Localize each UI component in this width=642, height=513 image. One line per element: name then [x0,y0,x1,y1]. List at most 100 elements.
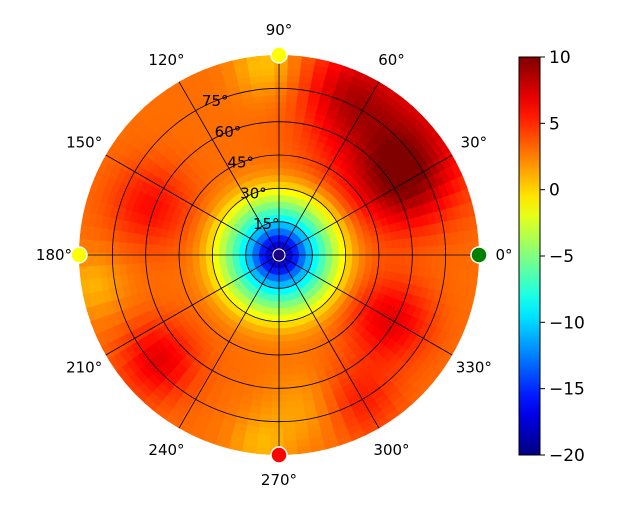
heatmap-cell [258,258,267,263]
heatmap-cell [284,248,293,253]
heatmap-cell [310,263,319,270]
heatmap-cell [309,237,318,244]
heatmap-cell [264,238,271,246]
heatmap-cell [289,242,297,249]
heatmap-cell [240,237,249,244]
heatmap-cell [263,239,271,246]
heatmap-cell [267,265,273,274]
heatmap-cell [325,254,334,260]
heatmap-cell [269,259,275,267]
heatmap-cell [281,260,286,269]
heatmap-cell [328,233,338,241]
heatmap-cell [259,246,267,251]
colorbar-tick-label: −10 [549,313,585,333]
heatmap-cell [293,283,300,292]
heatmap-cell [295,219,303,228]
heatmap-cell [270,267,276,275]
heatmap-cell [298,247,307,252]
heatmap-cell [238,251,246,256]
heatmap-cell [297,220,305,229]
heatmap-cell [283,74,300,83]
heatmap-cell [304,274,313,282]
heatmap-cell [262,263,270,270]
heatmap-cell [285,280,290,289]
heatmap-cell [303,240,312,247]
heatmap-cell [178,246,186,257]
heatmap-cell [266,229,272,238]
heatmap-cell [285,221,290,230]
heatmap-cell [258,234,266,242]
theta-tick-label: 270° [261,471,297,489]
heatmap-cell [280,241,284,249]
heatmap-cell [470,266,479,286]
theta-tick-label: 30° [461,134,488,152]
heatmap-cell [268,244,275,251]
heatmap-cell [302,265,311,272]
heatmap-cell [293,218,300,227]
heatmap-cell [316,238,325,245]
heatmap-cell [288,271,295,280]
heatmap-cell [450,265,460,283]
heatmap-cell [283,273,288,282]
heatmap-cell [279,214,284,222]
heatmap-cell [331,301,342,312]
heatmap-cell [268,259,275,265]
heatmap-cell [281,241,286,250]
heatmap-cell [290,209,298,219]
heatmap-cell [220,194,231,205]
heatmap-cell [385,253,394,265]
heatmap-cell [287,238,294,246]
heatmap-cell [138,233,148,248]
heatmap-cell [258,268,266,276]
heatmap-cell [285,256,293,260]
heatmap-cell [260,284,267,294]
heatmap-cell [285,236,291,245]
heatmap-cell [258,283,265,292]
heatmap-cell [303,242,312,248]
heatmap-cell [266,246,274,252]
heatmap-cell [284,287,290,296]
heatmap-cell [391,253,400,265]
heatmap-cell [85,225,95,244]
heatmap-cell [247,238,256,245]
heatmap-cell [308,235,317,242]
heatmap-cell [282,234,286,243]
heatmap-cell [280,174,289,183]
theta-tick-label: 330° [456,359,492,377]
heatmap-cell [246,262,255,268]
heatmap-cell [268,245,275,251]
theta-tick-label: 0° [495,246,512,264]
heatmap-cell [281,127,294,136]
heatmap-cell [268,214,274,223]
heatmap-cell [283,80,300,90]
heatmap-cell [265,248,274,253]
heatmap-cell [171,246,180,257]
heatmap-cell [280,200,286,209]
heatmap-cell [261,202,269,211]
heatmap-cell [171,238,181,250]
r-tick-labels: 15° 30° 45° 60° 75° [202,92,280,233]
heatmap-cell [274,288,279,296]
heatmap-cell [232,262,241,269]
theta-tick-label: 60° [378,51,405,69]
marker-layer [70,46,488,464]
heatmap-cell [308,268,317,275]
colorbar-tick-label: 0 [549,181,560,201]
heatmap-cell [317,241,326,248]
heatmap-cell [267,208,273,217]
heatmap-cell [258,250,266,254]
heatmap-cell [267,258,274,265]
heatmap-cell [290,277,297,286]
heatmap-cell [377,260,387,272]
theta-tick-label: 210° [66,359,102,377]
heatmap-cell [253,243,261,249]
heatmap-cell [233,265,242,272]
heatmap-cell [290,231,297,240]
heatmap-cell [378,253,387,264]
colorbar-tick-label: −20 [549,446,585,466]
heatmap-cell [131,232,141,247]
heatmap-cell [267,236,273,245]
theta-grid-line [278,254,380,429]
heatmap-cell [305,230,314,238]
